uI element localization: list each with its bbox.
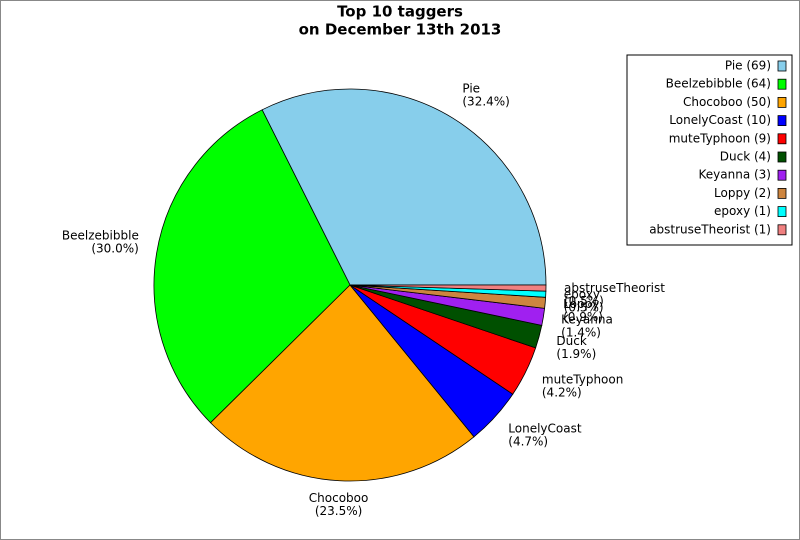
- legend-label: Beelzebibble (64): [666, 77, 771, 91]
- legend-label: Duck (4): [720, 150, 771, 164]
- slice-label: Loppy: [563, 297, 599, 311]
- legend-label: Loppy (2): [714, 186, 771, 200]
- pie-slice: [349, 284, 547, 292]
- legend-label: Pie (69): [725, 59, 771, 73]
- chart-subtitle: on December 13th 2013: [299, 21, 502, 39]
- pie-slice: [209, 284, 475, 482]
- slice-percent: (0.5%): [564, 294, 604, 308]
- legend-label: epoxy (1): [714, 204, 771, 218]
- slice-label: epoxy: [564, 288, 600, 302]
- legend-swatch: [777, 187, 787, 199]
- slice-percent: (23.5%): [315, 504, 362, 518]
- slice-percent: (0.9%): [563, 310, 603, 324]
- legend-swatch: [777, 169, 787, 181]
- slice-percent: (1.4%): [561, 325, 601, 339]
- pie-slice: [261, 88, 547, 286]
- legend-label: abstruseTheorist (1): [649, 222, 771, 236]
- legend-box: [626, 54, 793, 246]
- legend-swatch: [777, 133, 787, 145]
- legend-swatch: [777, 206, 787, 218]
- slice-percent: (30.0%): [91, 242, 138, 256]
- slice-label: Beelzebibble: [62, 229, 139, 243]
- legend-label: Keyanna (3): [699, 168, 772, 182]
- legend-label: muteTyphoon (9): [669, 131, 771, 145]
- chart-title: Top 10 taggers: [337, 3, 463, 21]
- legend-swatch: [777, 78, 787, 90]
- slice-label: Keyanna: [561, 312, 613, 326]
- pie-slice: [153, 109, 351, 424]
- slice-percent: (4.7%): [508, 435, 548, 449]
- slice-percent: (32.4%): [462, 94, 509, 108]
- slice-label: abstruseTheorist: [564, 281, 665, 295]
- legend-swatch: [777, 115, 787, 126]
- slice-label: Duck: [556, 334, 586, 348]
- slice-percent: (0.5%): [564, 301, 604, 315]
- slice-label: muteTyphoon: [542, 372, 623, 386]
- legend-swatch: [777, 97, 787, 108]
- slice-percent: (1.9%): [556, 347, 596, 361]
- legend-label: Chocoboo (50): [683, 95, 771, 109]
- legend-label: LonelyCoast (10): [669, 113, 771, 127]
- slice-percent: (4.2%): [542, 385, 582, 399]
- slice-label: Chocoboo: [309, 491, 369, 505]
- legend-swatch: [777, 224, 787, 236]
- legend-swatch: [777, 151, 787, 163]
- legend-swatch: [777, 60, 787, 72]
- slice-label: Pie: [462, 81, 480, 95]
- slice-label: LonelyCoast: [508, 422, 582, 436]
